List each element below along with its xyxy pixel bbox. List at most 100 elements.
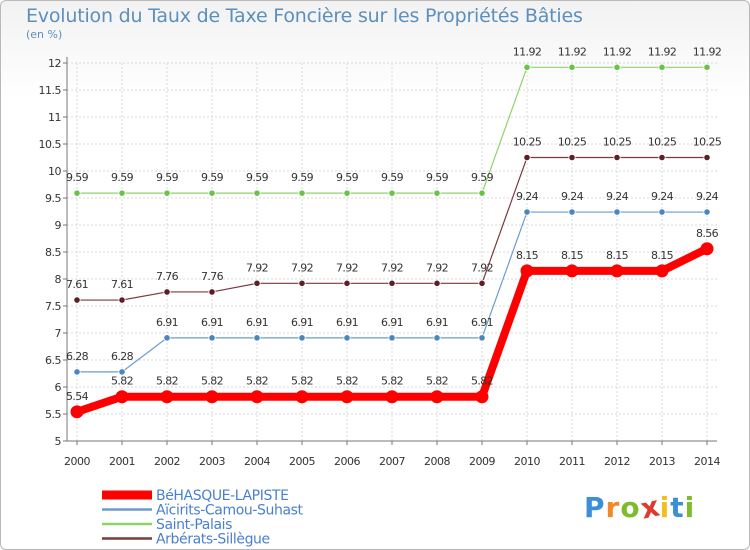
data-point [658, 63, 666, 71]
data-label: 9.59 [291, 171, 314, 184]
data-point [250, 390, 264, 404]
data-point [70, 405, 84, 419]
data-point [703, 153, 711, 162]
data-label: 7.76 [201, 270, 224, 283]
data-point [73, 368, 81, 376]
data-label: 6.91 [246, 316, 268, 329]
data-point [523, 153, 531, 162]
y-tick-label: 9 [55, 219, 62, 232]
y-tick-label: 9.5 [45, 192, 61, 205]
x-tick-label: 2013 [649, 455, 675, 468]
data-point [430, 390, 444, 404]
data-point [163, 288, 171, 296]
data-point [703, 208, 711, 216]
data-label: 7.92 [381, 261, 403, 274]
data-label: 9.59 [471, 171, 494, 184]
y-tick-label: 7.5 [45, 300, 61, 313]
x-tick-label: 2012 [604, 455, 630, 468]
x-tick-label: 2009 [469, 455, 495, 468]
chart-title: Evolution du Taux de Taxe Foncière sur l… [26, 5, 583, 27]
data-label: 10.25 [603, 136, 632, 149]
data-point [475, 390, 489, 404]
data-point [520, 264, 534, 278]
data-point [658, 208, 666, 216]
data-label: 11.92 [603, 45, 632, 58]
y-tick-label: 10 [48, 165, 61, 178]
data-point [160, 390, 174, 404]
y-tick-label: 10.5 [39, 138, 62, 151]
data-label: 5.82 [471, 375, 493, 388]
data-point [208, 189, 216, 197]
data-point [478, 279, 486, 287]
data-label: 9.24 [516, 190, 539, 203]
data-label: 5.54 [66, 390, 89, 403]
data-point [295, 390, 309, 404]
legend-label: Arbérats-Sillègue [156, 532, 270, 548]
data-point [388, 334, 396, 342]
data-label: 9.59 [246, 171, 269, 184]
data-point [700, 242, 714, 256]
data-label: 8.56 [696, 227, 719, 240]
data-label: 10.25 [558, 136, 587, 149]
y-unit-label: (en %) [26, 28, 63, 41]
data-label: 6.91 [156, 316, 178, 329]
data-point [208, 334, 216, 342]
data-label: 9.59 [336, 171, 359, 184]
x-tick-label: 2004 [244, 455, 270, 468]
data-label: 6.91 [291, 316, 313, 329]
data-label: 10.25 [648, 136, 677, 149]
data-point [613, 63, 621, 71]
data-point [658, 153, 666, 162]
data-label: 6.91 [336, 316, 358, 329]
x-tick-label: 2006 [334, 455, 360, 468]
data-point [253, 279, 261, 287]
x-tick-label: 2008 [424, 455, 450, 468]
data-point [565, 264, 579, 278]
y-tick-label: 7 [55, 327, 62, 340]
x-tick-label: 2002 [154, 455, 180, 468]
data-label: 5.82 [291, 375, 313, 388]
data-point [118, 296, 126, 304]
data-label: 7.92 [246, 261, 268, 274]
legend-label: Aïcirits-Camou-Suhast [156, 503, 304, 519]
data-label: 11.92 [513, 45, 542, 58]
data-point [568, 153, 576, 162]
data-point [298, 279, 306, 287]
data-point [253, 189, 261, 197]
data-point [433, 189, 441, 197]
data-label: 5.82 [246, 375, 268, 388]
data-label: 5.82 [426, 375, 448, 388]
logo-letter: o [620, 491, 641, 524]
x-tick-label: 2014 [694, 455, 720, 468]
data-label: 10.25 [513, 136, 542, 149]
data-point [703, 63, 711, 71]
data-point [298, 334, 306, 342]
data-label: 6.28 [66, 350, 89, 363]
legend-label: Saint-Palais [156, 517, 232, 533]
data-point [388, 279, 396, 287]
data-label: 9.59 [111, 171, 134, 184]
data-point [433, 334, 441, 342]
data-point [163, 334, 171, 342]
proxiti-logo: Proxiti [584, 489, 696, 525]
data-point [388, 189, 396, 197]
data-label: 9.59 [426, 171, 449, 184]
data-point [73, 296, 81, 304]
data-point [343, 189, 351, 197]
data-label: 8.15 [561, 249, 584, 262]
data-label: 9.59 [156, 171, 179, 184]
data-label: 6.28 [111, 350, 134, 363]
data-label: 11.92 [558, 45, 587, 58]
x-tick-label: 2010 [514, 455, 540, 468]
data-label: 9.24 [606, 190, 629, 203]
logo-letter: i [684, 491, 696, 524]
data-label: 7.92 [291, 261, 313, 274]
x-tick-label: 2003 [199, 455, 225, 468]
data-point [163, 189, 171, 197]
y-tick-label: 6 [55, 381, 62, 394]
data-label: 7.61 [111, 278, 133, 291]
x-tick-label: 2007 [379, 455, 405, 468]
data-label: 7.92 [426, 261, 448, 274]
y-tick-label: 5.5 [45, 408, 61, 421]
